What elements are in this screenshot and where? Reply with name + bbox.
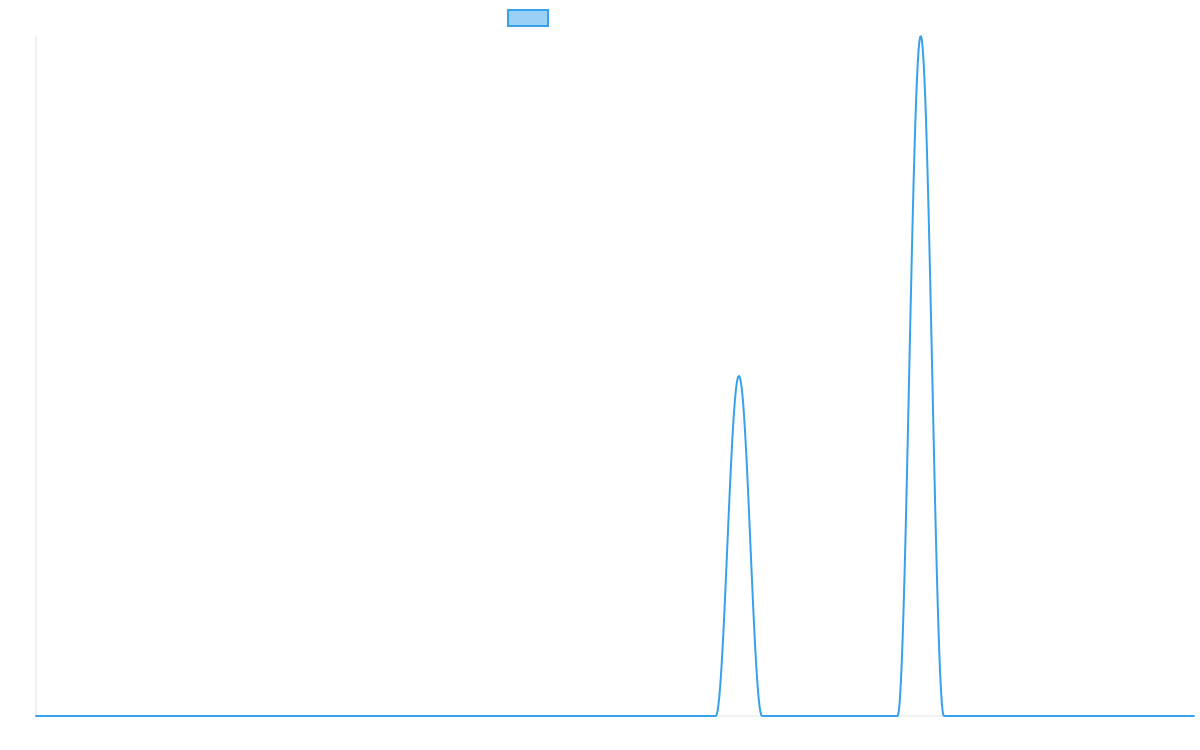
legend-swatch[interactable]: [507, 9, 549, 27]
series-line: [35, 35, 1195, 717]
legend[interactable]: [507, 9, 549, 27]
